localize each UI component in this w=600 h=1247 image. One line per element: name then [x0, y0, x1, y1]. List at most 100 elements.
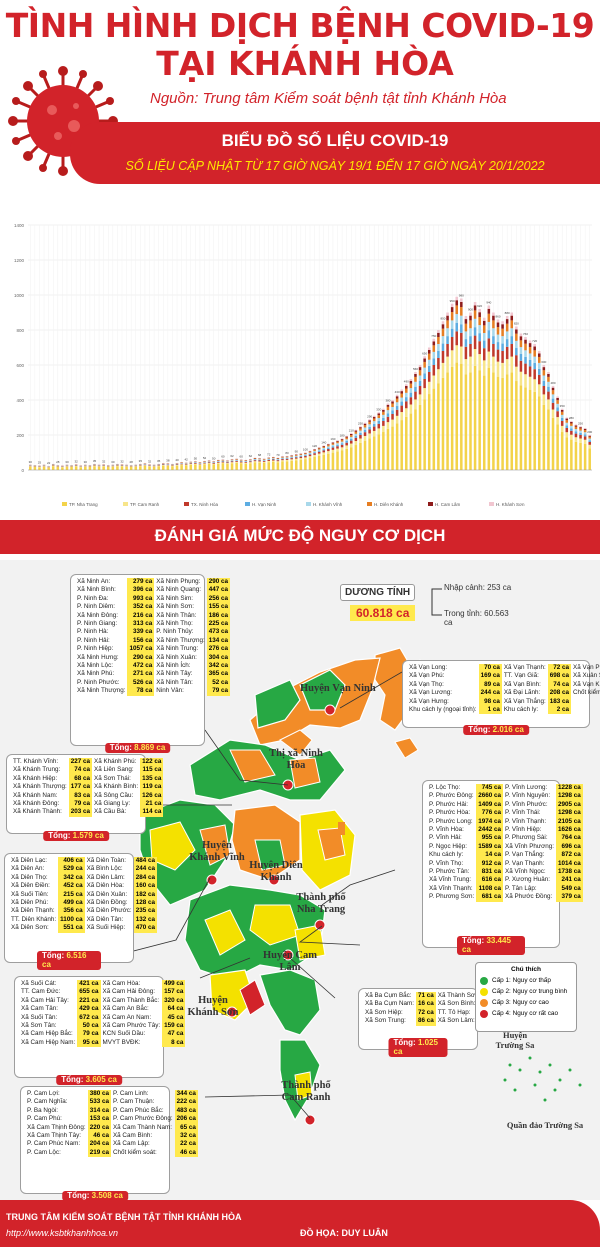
ward-row: Xã Diên Phú: 499 ca Xã Diên Đồng: 128 ca: [9, 899, 157, 908]
bar-segment: [359, 428, 362, 431]
bar-segment: [203, 463, 206, 465]
bar-segment: [542, 370, 546, 376]
bar-segment: [88, 466, 92, 470]
ward-cases: 64 ca: [162, 1005, 186, 1014]
ward-cases: 2442 ca: [476, 826, 504, 835]
ward-name: Xã Cam Thành Bắc:: [102, 996, 160, 1004]
box-van-ninh: Xã Vạn Long: 70 ca Xã Vạn Thạnh: 72 ca Xã Vạ…: [402, 660, 600, 735]
box-ninh-hoa: Xã Ninh An: 279 ca Xã Ninh Phụng: 290 ca Xã …: [70, 574, 230, 753]
ward-name: Xã Ninh Lộc:: [77, 662, 114, 670]
ward-cases: 396 ca: [127, 586, 155, 595]
ward-name: Xã Khánh Thành:: [13, 808, 62, 816]
bar-segment: [322, 449, 326, 451]
bar-segment: [327, 445, 330, 447]
bar-segment: [317, 449, 321, 451]
bar-segment: [129, 466, 133, 470]
bar-segment: [372, 423, 376, 427]
bar-segment: [565, 437, 569, 470]
bar-segment: [469, 315, 472, 321]
district-total-value: 2.016 ca: [492, 724, 524, 734]
ward-name: MVYT BVĐK:: [102, 1038, 141, 1046]
ward-cases: 379 ca: [556, 893, 583, 902]
bar-total-label: 600: [541, 360, 546, 364]
district-total-value: 1.579 ca: [72, 830, 104, 840]
footer-website-link[interactable]: http://www.ksbtkhanhhoa.vn: [6, 1228, 119, 1238]
ward-cases: 132 ca: [133, 915, 157, 925]
bar-segment: [551, 387, 555, 391]
bar-segment: [400, 391, 403, 394]
ward-name: Xã Liên Sang:: [94, 766, 134, 774]
bar-segment: [304, 455, 307, 456]
bar-segment: [565, 428, 569, 433]
bar-segment: [340, 450, 344, 470]
ward-cases: 314 ca: [87, 1106, 111, 1116]
ward-name: P. Ninh Diêm:: [77, 603, 116, 611]
ward-cases: 284 ca: [133, 873, 157, 883]
bar-segment: [285, 458, 289, 460]
bar-segment: [570, 434, 573, 440]
bar-segment: [272, 461, 275, 470]
bar-segment: [38, 467, 41, 470]
bar-segment: [583, 436, 587, 440]
bar-segment: [313, 451, 316, 453]
bar-segment: [350, 435, 353, 437]
risk-banner-title: ĐÁNH GIÁ MỨC ĐỘ NGUY CƠ DỊCH: [154, 526, 446, 545]
bar-segment: [276, 462, 280, 470]
bar-segment: [533, 379, 536, 392]
bar-segment: [560, 417, 564, 421]
bar-segment: [33, 466, 37, 470]
legend-dot-icon: [480, 987, 488, 996]
bar-segment: [382, 414, 385, 418]
bar-segment: [469, 320, 472, 329]
ward-cases: 119 ca: [140, 783, 164, 792]
bar-segment: [487, 321, 491, 331]
bar-segment: [395, 423, 399, 470]
bar-segment: [414, 381, 417, 387]
ward-row: Xã Ninh An: 279 ca Xã Ninh Phụng: 290 ca: [75, 578, 230, 587]
bar-segment: [258, 459, 261, 461]
bar-segment: [84, 466, 87, 467]
bar-segment: [382, 417, 385, 421]
bar-segment: [478, 354, 481, 371]
bar-segment: [528, 389, 532, 470]
bar-segment: [510, 312, 514, 316]
bar-segment: [542, 375, 546, 381]
ward-cases: 380 ca: [87, 1090, 111, 1099]
bar-total-label: 920: [477, 304, 482, 308]
bar-segment: [432, 351, 436, 359]
bar-segment: [405, 392, 408, 398]
footer: TRUNG TÂM KIỂM SOÁT BỆNH TẬT TỈNH KHÁNH …: [0, 1200, 600, 1247]
bar-segment: [501, 328, 504, 337]
bar-segment: [496, 342, 500, 350]
ward-cases: 50 ca: [77, 1022, 101, 1031]
bar-segment: [372, 415, 376, 417]
bar-segment: [482, 320, 486, 326]
ward-name: P. Phương Sài:: [505, 834, 548, 842]
ward-cases: 72 ca: [416, 1008, 436, 1018]
ward-cases: 227 ca: [68, 758, 93, 767]
ward-name: Xã Ninh Sơn:: [156, 603, 194, 611]
bar-segment: [583, 443, 587, 470]
bar-segment: [418, 380, 422, 386]
bar-segment: [244, 460, 248, 461]
ward-name: Xã Cầu Bà:: [94, 808, 127, 816]
bar-segment: [386, 416, 390, 423]
ward-name: Ninh Vân:: [156, 687, 184, 695]
bar-segment: [469, 312, 472, 316]
box-khanh-vinh: TT. Khánh Vĩnh: 227 ca Xã Khánh Phú: 122 ca…: [6, 754, 164, 841]
bar-segment: [157, 466, 160, 470]
ward-row: Xã Suối Tiên: 215 ca Xã Diên Xuân: 182 ca: [9, 890, 157, 900]
label-van-ninh: Huyện Vạn Ninh: [300, 683, 376, 694]
bar-segment: [505, 339, 509, 347]
bar-segment: [152, 466, 156, 467]
bar-segment: [189, 464, 193, 470]
bar-segment: [184, 464, 188, 466]
bar-segment: [528, 346, 532, 354]
bar-total-label: 22: [47, 461, 51, 465]
ward-cases: 182 ca: [133, 890, 157, 900]
bar-total-label: 32: [120, 459, 124, 463]
ward-cases: 220 ca: [87, 1123, 111, 1133]
ward-name: Xã Cam Phước Tây:: [102, 1022, 161, 1030]
bar-segment: [363, 432, 367, 436]
